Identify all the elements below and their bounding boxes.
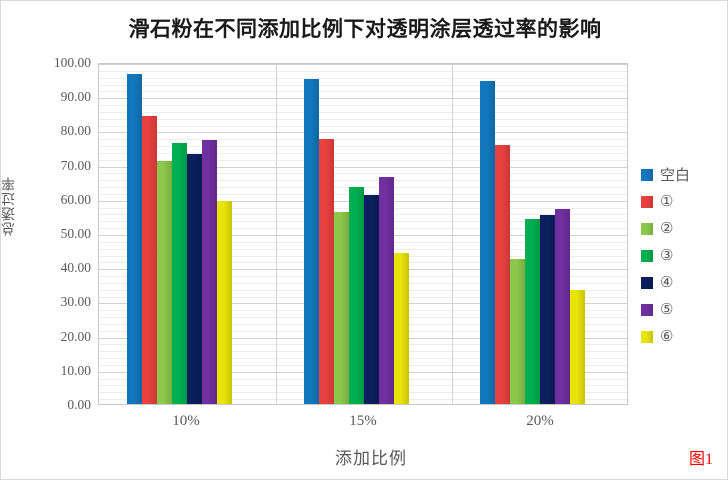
y-axis-tick-labels: 0.00 10.00 20.00 30.00 40.00 50.00 60.00 70.00 8… — [35, 55, 97, 412]
legend-item[interactable]: ① — [641, 188, 725, 215]
y-axis-tick-label: 30.00 — [60, 294, 91, 310]
gridline-major — [99, 167, 627, 168]
gridline-minor — [99, 119, 627, 120]
legend-swatch-icon — [641, 222, 653, 235]
y-axis-tick-label: 20.00 — [60, 328, 91, 344]
bar[interactable] — [525, 219, 540, 404]
bar[interactable] — [319, 138, 334, 404]
bar[interactable] — [570, 290, 585, 404]
legend-item[interactable]: 空白 — [641, 161, 725, 188]
chart-legend: 空白 ① ② ③ ④ ⑤ ⑥ — [641, 161, 725, 350]
bar[interactable] — [480, 81, 495, 404]
bar-group — [127, 64, 232, 404]
gridline-minor — [99, 173, 627, 174]
gridline-minor — [99, 126, 627, 127]
gridline-minor — [99, 112, 627, 113]
legend-label: ④ — [660, 275, 674, 291]
y-axis-title: 总透过率 — [2, 176, 17, 236]
gridline-minor — [99, 160, 627, 161]
bar[interactable] — [379, 176, 394, 404]
bar-group — [304, 64, 409, 404]
x-axis-tick-label: 10% — [172, 413, 200, 429]
bar[interactable] — [304, 78, 319, 404]
bar[interactable] — [555, 208, 570, 404]
bar[interactable] — [142, 116, 157, 404]
bar[interactable] — [187, 154, 202, 404]
bar[interactable] — [157, 161, 172, 404]
legend-item[interactable]: ⑤ — [641, 296, 725, 323]
legend-swatch-icon — [641, 276, 653, 289]
y-axis-tick-label: 50.00 — [60, 226, 91, 241]
gridline-minor — [99, 180, 627, 181]
legend-swatch-icon — [641, 330, 653, 343]
y-axis-tick-label: 40.00 — [60, 260, 91, 276]
legend-label: ① — [660, 194, 674, 210]
y-axis-tick-label: 80.00 — [60, 123, 91, 139]
y-axis-tick-label: 90.00 — [60, 89, 91, 105]
y-axis-tick-label: 70.00 — [60, 157, 91, 173]
legend-swatch-icon — [641, 303, 653, 316]
bar[interactable] — [202, 139, 217, 404]
bar[interactable] — [510, 259, 525, 404]
bar[interactable] — [172, 143, 187, 404]
gridline-minor — [99, 105, 627, 106]
bar[interactable] — [540, 215, 555, 404]
x-axis-tick-label: 20% — [526, 413, 554, 429]
legend-label: ③ — [660, 248, 674, 264]
bar[interactable] — [334, 212, 349, 404]
chart-title: 滑石粉在不同添加比例下对透明涂层透过率的影响 — [128, 17, 602, 41]
gridline-major — [99, 64, 627, 65]
bar-group — [480, 64, 585, 404]
category-divider — [452, 64, 453, 404]
x-axis-title: 添加比例 — [335, 449, 407, 468]
gridline-minor — [99, 85, 627, 86]
figure-annotation: 图1 — [688, 451, 713, 468]
bar[interactable] — [495, 144, 510, 404]
legend-item[interactable]: ⑥ — [641, 323, 725, 350]
legend-item[interactable]: ③ — [641, 242, 725, 269]
x-axis-tick-labels: 10% 15% 20% — [98, 413, 628, 437]
legend-label: 空白 — [660, 168, 691, 184]
x-axis-tick-label: 15% — [349, 413, 377, 429]
gridline-major — [99, 98, 627, 99]
bar[interactable] — [349, 186, 364, 404]
gridline-minor — [99, 146, 627, 147]
gridline-minor — [99, 139, 627, 140]
legend-label: ② — [660, 221, 674, 237]
legend-swatch-icon — [641, 168, 653, 181]
bar[interactable] — [364, 195, 379, 404]
gridline-minor — [99, 71, 627, 72]
bar[interactable] — [127, 73, 142, 404]
gridline-minor — [99, 78, 627, 79]
legend-label: ⑥ — [660, 329, 674, 345]
y-axis-tick-label: 0.00 — [67, 397, 91, 412]
legend-label: ⑤ — [660, 302, 674, 318]
y-axis-tick-label: 100.00 — [53, 55, 91, 70]
bar[interactable] — [217, 200, 232, 404]
bar[interactable] — [394, 252, 409, 404]
legend-swatch-icon — [641, 195, 653, 208]
y-axis-tick-label: 10.00 — [60, 362, 91, 378]
gridline-minor — [99, 153, 627, 154]
gridline-minor — [99, 91, 627, 92]
legend-item[interactable]: ④ — [641, 269, 725, 296]
gridline-major — [99, 132, 627, 133]
category-divider — [276, 64, 277, 404]
legend-item[interactable]: ② — [641, 215, 725, 242]
plot-area — [98, 63, 628, 405]
legend-swatch-icon — [641, 249, 653, 262]
y-axis-tick-label: 60.00 — [60, 191, 91, 207]
